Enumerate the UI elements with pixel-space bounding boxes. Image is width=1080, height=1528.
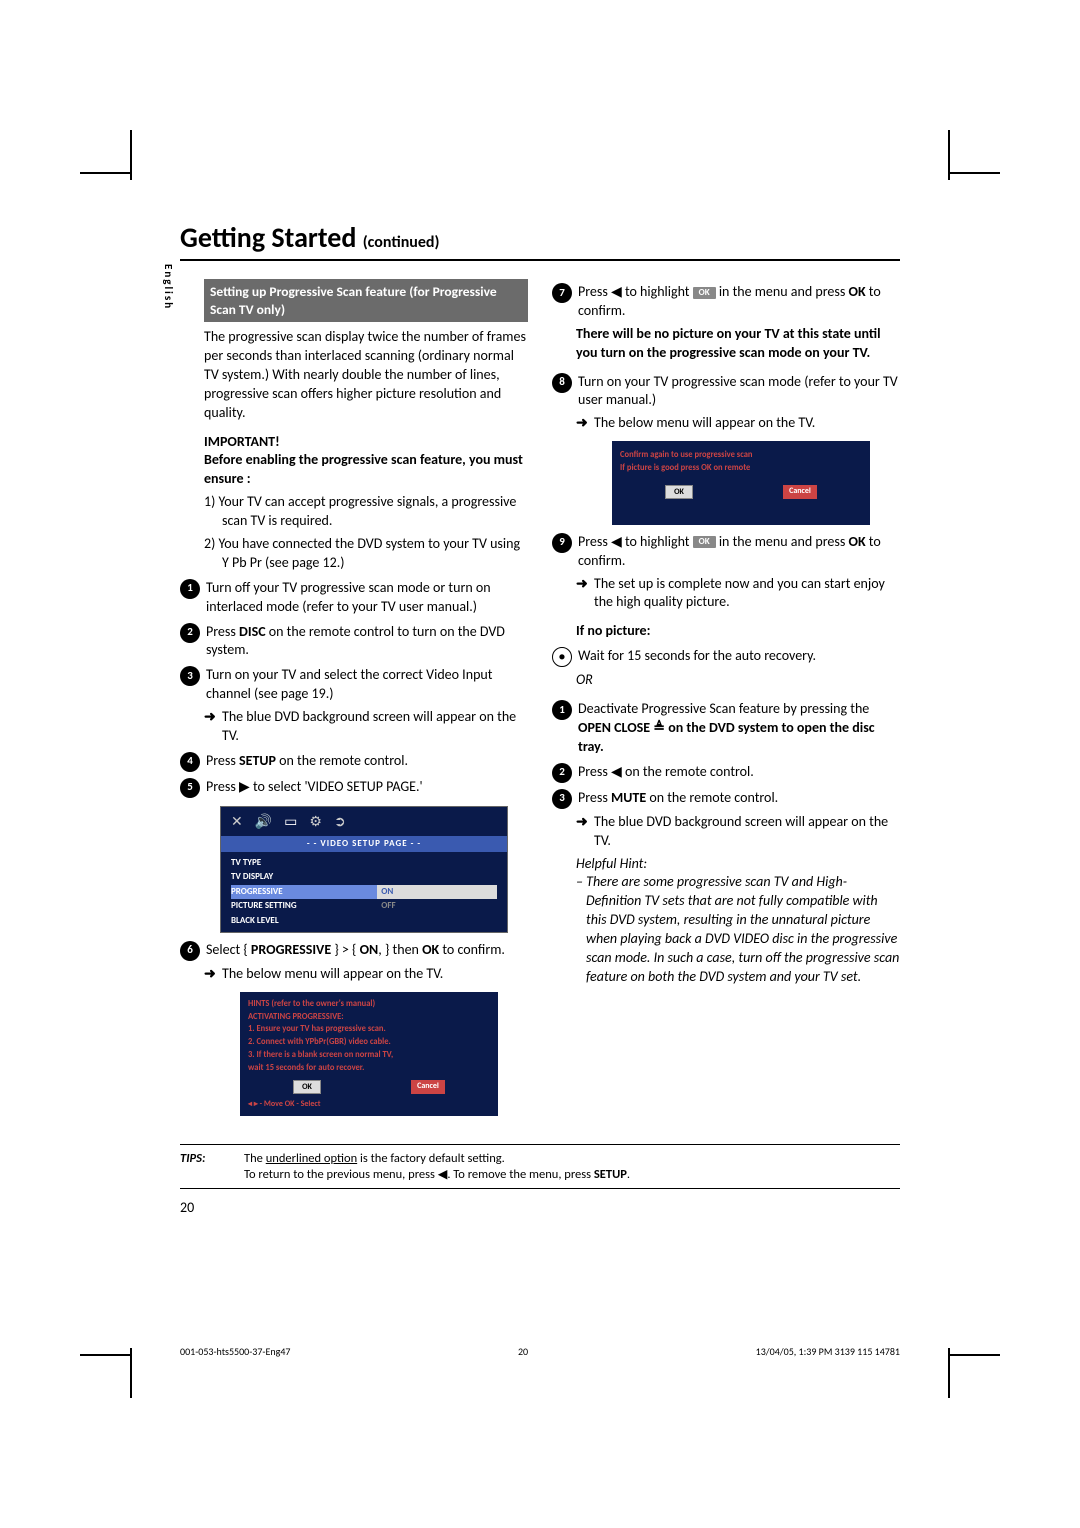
step-bullet-2: 2	[180, 623, 200, 643]
step-4: 4Press SETUP on the remote control.	[180, 752, 528, 772]
menu-picture-setting: PICTURE SETTING	[231, 899, 377, 913]
step-bullet-3: 3	[180, 666, 200, 686]
hints-title: HINTS (refer to the owner's manual)	[248, 998, 490, 1011]
deact-step-3: 3Press MUTE on the remote control.	[552, 789, 900, 809]
page-title: Getting Started (continued)	[180, 220, 900, 261]
menu-off: OFF	[377, 899, 497, 913]
or-label: OR	[576, 671, 900, 690]
step-7: 7Press ◀ to highlight OK in the menu and…	[552, 283, 900, 321]
deact-step-1: 1Deactivate Progressive Scan feature by …	[552, 700, 900, 757]
menu-black-level: BLACK LEVEL	[231, 914, 377, 928]
step-bullet-9: 9	[552, 533, 572, 553]
step-bullet-8: 8	[552, 373, 572, 393]
step-5: 5Press ▶ to select 'VIDEO SETUP PAGE.'	[180, 778, 528, 798]
helpful-hint-label: Helpful Hint:	[576, 855, 900, 874]
step-bullet-7: 7	[552, 283, 572, 303]
step-bullet-1b: 1	[552, 700, 572, 720]
deact-step-3-result: ➜The blue DVD background screen will app…	[576, 813, 900, 851]
step-8: 8Turn on your TV progressive scan mode (…	[552, 373, 900, 411]
section-header: Setting up Progressive Scan feature (for…	[204, 279, 528, 322]
arrow-icon: ➜	[576, 813, 594, 851]
arrow-icon: ➜	[204, 965, 222, 984]
tv-icon: ▭	[284, 813, 297, 832]
hints-dialog: HINTS (refer to the owner's manual) ACTI…	[240, 992, 498, 1117]
menu-tab-icons: ✕ 🔊 ▭ ⚙ ➲	[221, 811, 507, 836]
confirm-dialog: Confirm again to use progressive scan If…	[612, 441, 870, 525]
menu-tv-display: TV DISPLAY	[231, 870, 377, 884]
menu-on: ON	[377, 885, 497, 899]
confirm-ok-button: OK	[665, 485, 693, 499]
important-label: IMPORTANT!	[204, 433, 528, 452]
tips-label: TIPS:	[180, 1151, 244, 1182]
arrow-icon: ➜	[204, 708, 222, 746]
footer-page: 20	[518, 1345, 528, 1358]
hints-cancel-button: Cancel	[411, 1080, 445, 1094]
step-9: 9Press ◀ to highlight OK in the menu and…	[552, 533, 900, 571]
sliders-icon: ⚙	[309, 813, 322, 832]
left-column: Setting up Progressive Scan feature (for…	[180, 277, 528, 1124]
step-bullet-5: 5	[180, 778, 200, 798]
wait-step: ●Wait for 15 seconds for the auto recove…	[552, 647, 900, 667]
hints-nav: ◂ ▸ - Move OK - Select	[248, 1098, 490, 1110]
step-3-result: ➜The blue DVD background screen will app…	[204, 708, 528, 746]
footer-date: 13/04/05, 1:39 PM 3139 115 14781	[756, 1345, 900, 1358]
ok-chip-icon: OK	[693, 287, 716, 299]
helpful-hint-body: – There are some progressive scan TV and…	[576, 873, 900, 986]
tips-footer: TIPS: The underlined option is the facto…	[180, 1144, 900, 1189]
menu-tv-type: TV TYPE	[231, 856, 377, 870]
step-3: 3Turn on your TV and select the correct …	[180, 666, 528, 704]
tools-icon: ✕	[231, 813, 243, 832]
deact-step-2: 2Press ◀ on the remote control.	[552, 763, 900, 783]
title-main: Getting Started	[180, 220, 363, 255]
step-bullet-3b: 3	[552, 789, 572, 809]
step-bullet-6: 6	[180, 941, 200, 961]
prereq-2: 2) You have connected the DVD system to …	[204, 535, 528, 573]
step-1: 1Turn off your TV progressive scan mode …	[180, 579, 528, 617]
print-footer: 001-053-hts5500-37-Eng47 20 13/04/05, 1:…	[180, 1345, 900, 1358]
ensure-label: Before enabling the progressive scan fea…	[204, 451, 528, 489]
title-sub: (continued)	[363, 233, 440, 252]
step-8-result: ➜The below menu will appear on the TV.	[576, 414, 900, 433]
prereq-1: 1) Your TV can accept progressive signal…	[204, 493, 528, 531]
hollow-bullet-icon: ●	[552, 647, 572, 667]
language-tab: English	[162, 264, 175, 310]
step-2: 2Press DISC on the remote control to tur…	[180, 623, 528, 661]
prereq-list: 1) Your TV can accept progressive signal…	[204, 493, 528, 573]
confirm-cancel-button: Cancel	[783, 485, 817, 499]
step-bullet-4: 4	[180, 752, 200, 772]
menu-title: - - VIDEO SETUP PAGE - -	[221, 836, 507, 852]
warning-text: There will be no picture on your TV at t…	[576, 325, 900, 363]
underlined-option: underlined option	[266, 1151, 357, 1166]
page: English Getting Started (continued) Sett…	[180, 220, 900, 1328]
step-6-result: ➜The below menu will appear on the TV.	[204, 965, 528, 984]
step-6: 6Select { PROGRESSIVE } > { ON, } then O…	[180, 941, 528, 961]
arrow-icon: ➜	[576, 414, 594, 433]
step-bullet-2b: 2	[552, 763, 572, 783]
arrow-icon: ➜	[576, 575, 594, 613]
page-number: 20	[180, 1199, 900, 1216]
step-bullet-1: 1	[180, 579, 200, 599]
if-no-picture: If no picture:	[576, 622, 900, 641]
exit-icon: ➲	[334, 813, 346, 832]
video-setup-menu: ✕ 🔊 ▭ ⚙ ➲ - - VIDEO SETUP PAGE - - TV TY…	[220, 806, 508, 933]
ok-chip-icon: OK	[693, 536, 716, 548]
hints-ok-button: OK	[293, 1080, 321, 1094]
doc-id: 001-053-hts5500-37-Eng47	[180, 1345, 290, 1358]
speaker-icon: 🔊	[255, 813, 272, 832]
right-column: 7Press ◀ to highlight OK in the menu and…	[552, 277, 900, 1124]
menu-progressive: PROGRESSIVE	[231, 885, 377, 899]
intro-text: The progressive scan display twice the n…	[204, 328, 528, 422]
step-9-result: ➜The set up is complete now and you can …	[576, 575, 900, 613]
